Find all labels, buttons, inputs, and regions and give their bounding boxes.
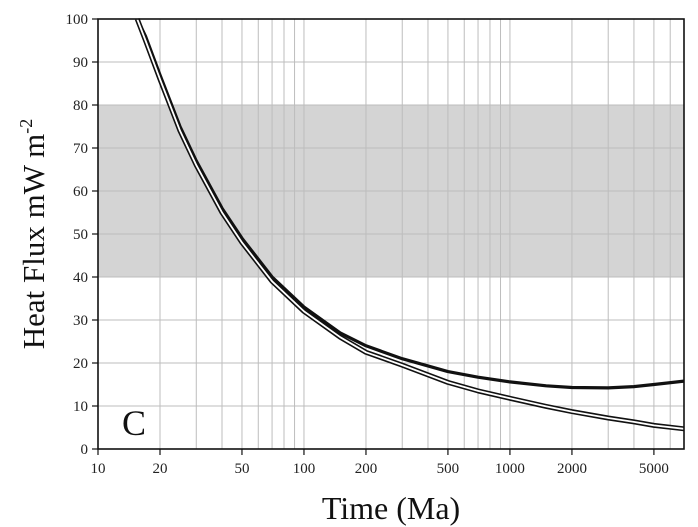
panel-label: C xyxy=(122,403,146,443)
x-tick-label: 5000 xyxy=(639,461,669,477)
x-tick-labels: 10 20 50 100 200 500 1000 2000 5000 xyxy=(91,461,669,477)
y-tick-label: 70 xyxy=(73,141,88,157)
x-axis-title: Time (Ma) xyxy=(322,490,460,526)
y-axis-title-main: Heat Flux mW m xyxy=(16,134,51,350)
y-tick-label: 100 xyxy=(66,12,89,28)
x-tick-label: 200 xyxy=(355,461,378,477)
y-tick-label: 30 xyxy=(73,313,88,329)
y-tick-label: 40 xyxy=(73,270,88,286)
series-layer xyxy=(134,18,685,432)
x-tick-label: 1000 xyxy=(495,461,525,477)
y-tick-labels: 0 10 20 30 40 50 60 70 80 90 100 xyxy=(66,12,89,458)
y-tick-label: 90 xyxy=(73,55,88,71)
x-tick-label: 2000 xyxy=(557,461,587,477)
y-tick-label: 80 xyxy=(73,98,88,114)
grid xyxy=(97,18,685,450)
y-tick-label: 60 xyxy=(73,184,88,200)
x-tick-label: 50 xyxy=(234,461,249,477)
x-tick-label: 500 xyxy=(437,461,460,477)
tick-marks xyxy=(92,18,655,455)
y-tick-label: 20 xyxy=(73,356,88,372)
y-tick-label: 10 xyxy=(73,399,88,415)
series-line-double-inner-1 xyxy=(136,18,685,430)
x-tick-label: 10 xyxy=(91,461,106,477)
y-axis-title-superscript: -2 xyxy=(16,119,36,134)
y-tick-label: 0 xyxy=(81,442,89,458)
x-tick-label: 100 xyxy=(293,461,316,477)
y-tick-label: 50 xyxy=(73,227,88,243)
y-axis-title: Heat Flux mW m-2 xyxy=(16,119,51,350)
x-tick-label: 20 xyxy=(153,461,168,477)
